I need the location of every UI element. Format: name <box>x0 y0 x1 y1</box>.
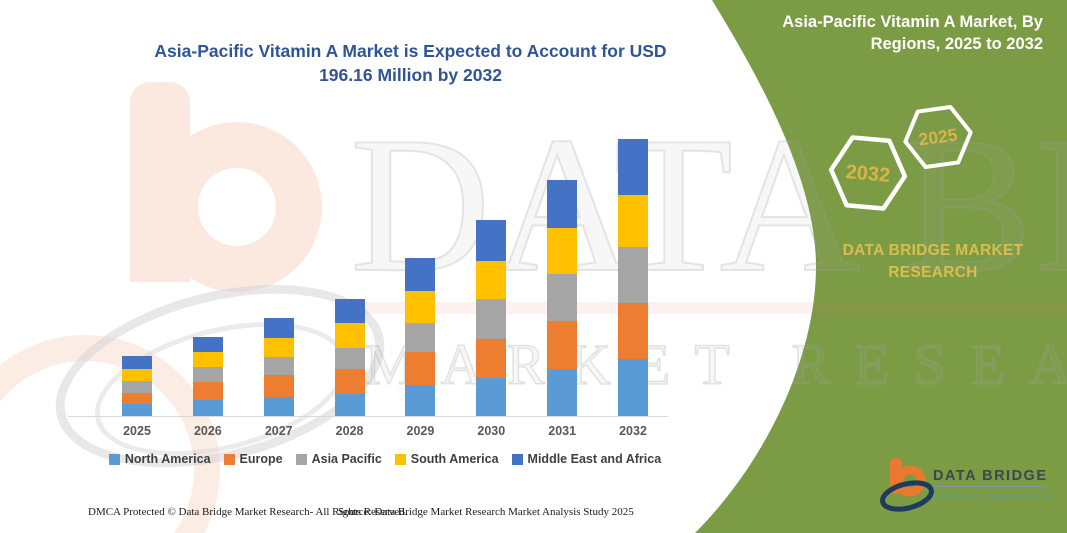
bar-segment-2032 <box>618 195 649 247</box>
bar-segment-2031 <box>547 369 578 416</box>
bar-2029 <box>405 258 436 416</box>
bar-segment-2025 <box>122 392 152 405</box>
bar-segment-2031 <box>547 228 578 274</box>
bar-segment-2027 <box>263 357 294 375</box>
legend-label: North America <box>124 452 211 466</box>
bar-2032 <box>618 139 649 416</box>
legend-item: South America <box>394 452 499 466</box>
logo-name: DATA BRIDGE <box>933 468 1048 484</box>
hexagon-2032-outline <box>828 135 908 211</box>
hexagon-2025: 2025 <box>903 104 973 170</box>
hexagon-badges: 2032 2025 <box>828 104 973 211</box>
chart-title: Asia-Pacific Vitamin A Market is Expecte… <box>154 41 667 85</box>
x-axis-label-2025: 2025 <box>123 424 151 438</box>
legend-label: South America <box>410 452 499 466</box>
bar-2027 <box>263 318 294 416</box>
bar-segment-2032 <box>618 303 649 359</box>
legend: North America Europe Asia Pacific South Ame… <box>40 452 730 466</box>
bar-segment-2027 <box>263 396 294 416</box>
legend-label: Asia Pacific <box>311 452 382 466</box>
legend-swatch-icon <box>511 453 523 465</box>
hexagon-2025-label: 2025 <box>917 124 959 149</box>
bar-segment-2029 <box>405 258 436 292</box>
bar-segment-2026 <box>192 367 223 383</box>
x-axis-label-2029: 2029 <box>406 424 435 438</box>
bar-segment-2026 <box>192 337 223 353</box>
plot-area: 2025 2026 2027 2028 2029 2030 2031 2032 <box>68 100 668 438</box>
footer-source-text: Source: Data Bridge Market Research Mark… <box>338 506 634 518</box>
bar-2025 <box>122 355 152 416</box>
bar-segment-2027 <box>263 374 294 397</box>
legend-item: North America <box>108 452 211 466</box>
bar-segment-2028 <box>334 299 365 323</box>
x-axis-label-2032: 2032 <box>619 424 647 438</box>
bar-segment-2032 <box>618 139 649 196</box>
bar-segment-2030 <box>476 299 507 339</box>
bar-segment-2028 <box>334 323 365 348</box>
legend-label: Middle East and Africa <box>527 452 662 466</box>
bar-segment-2026 <box>192 400 223 416</box>
bar-2030 <box>476 220 507 416</box>
bar-segment-2029 <box>405 352 436 386</box>
bar-segment-2031 <box>547 321 578 369</box>
bar-segment-2029 <box>405 323 436 353</box>
legend-swatch-icon <box>394 453 406 465</box>
logo-d-swoosh-icon <box>880 480 934 512</box>
bar-segment-2026 <box>192 382 223 400</box>
footer-dmca-text: DMCA Protected © Data Bridge Market Rese… <box>88 506 408 518</box>
hexagon-2032-label: 2032 <box>845 161 891 187</box>
bar-segment-2032 <box>618 247 649 303</box>
bar-2026 <box>192 337 223 416</box>
bar-segment-2025 <box>122 380 152 393</box>
green-panel-shape <box>695 0 1067 533</box>
bar-segment-2030 <box>476 220 507 261</box>
x-axis-label-2031: 2031 <box>548 424 577 438</box>
bar-segment-2029 <box>405 291 436 324</box>
bar-2031 <box>547 180 578 416</box>
bar-segment-2028 <box>334 348 365 369</box>
bar-segment-2030 <box>476 339 507 378</box>
hexagon-2025-outline <box>903 104 973 170</box>
bar-segment-2025 <box>122 369 152 381</box>
hexagon-2032: 2032 <box>828 135 908 211</box>
legend-swatch-icon <box>223 453 235 465</box>
logo-underline <box>933 486 1045 487</box>
bar-segment-2028 <box>334 369 365 394</box>
data-bridge-logo: DATA BRIDGE MARKET RESEARCH <box>880 458 1053 512</box>
side-panel-title: Asia-Pacific Vitamin A Market, By Region… <box>782 13 1043 54</box>
legend-swatch-icon <box>108 453 120 465</box>
legend-label: Europe <box>239 452 283 466</box>
x-axis-label-2028: 2028 <box>335 424 364 438</box>
bar-segment-2028 <box>334 394 365 416</box>
logo-tagline: MARKET RESEARCH <box>935 494 1053 501</box>
bar-segment-2027 <box>263 318 294 338</box>
bar-segment-2032 <box>618 359 649 416</box>
bar-segment-2031 <box>547 180 578 228</box>
bar-segment-2025 <box>122 355 152 370</box>
x-axis-label-2026: 2026 <box>193 424 222 438</box>
bar-segment-2027 <box>263 337 294 358</box>
bar-2028 <box>334 299 365 416</box>
x-axis-label-2027: 2027 <box>264 424 293 438</box>
bar-segment-2029 <box>405 385 436 416</box>
legend-item: Asia Pacific <box>295 452 382 466</box>
side-panel-brand-text: DATA BRIDGE MARKET RESEARCH <box>842 242 1024 282</box>
legend-item: Middle East and Africa <box>511 452 662 466</box>
bar-segment-2031 <box>547 274 578 321</box>
bar-segment-2030 <box>476 378 507 416</box>
bar-segment-2030 <box>476 261 507 299</box>
bar-segment-2025 <box>122 404 152 416</box>
x-axis-label-2030: 2030 <box>477 424 506 438</box>
legend-swatch-icon <box>295 453 307 465</box>
legend-item: Europe <box>223 452 283 466</box>
bar-segment-2026 <box>192 352 223 368</box>
